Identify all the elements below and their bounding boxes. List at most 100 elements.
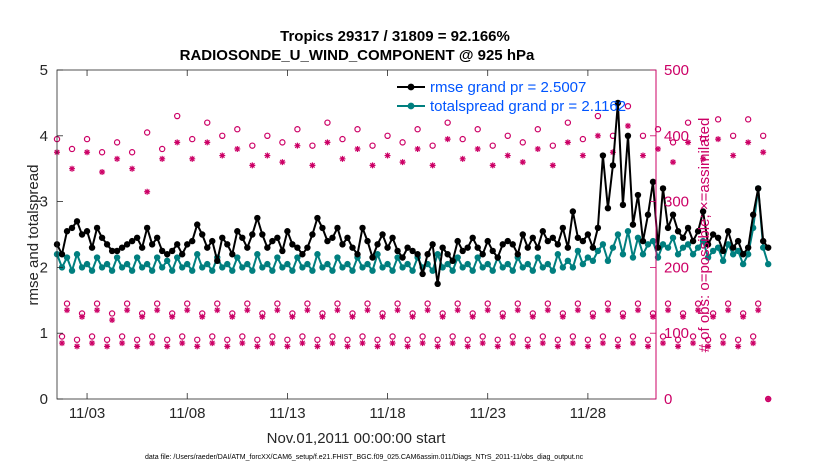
obs-assimilated-point — [609, 149, 616, 156]
obs-assimilated-point — [299, 340, 306, 347]
rmse-point — [73, 218, 81, 225]
obs-possible-point — [454, 300, 461, 307]
obs-possible-point — [194, 336, 201, 343]
obs-assimilated-point — [289, 313, 296, 320]
rmse-point — [529, 234, 536, 241]
totalspread-point — [123, 260, 131, 268]
obs-possible-point — [244, 300, 251, 307]
totalspread-point — [379, 264, 386, 271]
obs-assimilated-point — [760, 149, 767, 156]
totalspread-point — [549, 267, 557, 274]
y-tick-label: 1 — [40, 325, 48, 342]
rmse-point — [469, 234, 476, 241]
obs-possible-point — [464, 336, 471, 343]
totalspread-point — [629, 254, 637, 261]
totalspread-point — [319, 264, 326, 271]
totalspread-point — [459, 264, 466, 271]
rmse-point — [744, 244, 752, 251]
rmse-point — [494, 254, 501, 261]
rmse-point — [489, 247, 496, 255]
obs-possible-point — [514, 300, 521, 307]
obs-possible-point — [574, 300, 582, 307]
totalspread-point — [464, 260, 471, 268]
rmse-point — [138, 244, 146, 251]
totalspread-point — [359, 264, 366, 271]
obs-assimilated-point — [424, 307, 431, 314]
rmse-point — [439, 244, 446, 251]
x-tick-label: 11/23 — [470, 405, 506, 422]
rmse-point — [384, 244, 391, 251]
obs-assimilated-point — [665, 307, 672, 314]
series-layer — [53, 99, 772, 403]
rmse-point — [544, 237, 552, 245]
rmse-point — [319, 224, 326, 232]
obs-assimilated-point — [294, 142, 301, 149]
rmse-point — [514, 251, 521, 258]
rmse-point — [434, 280, 441, 288]
obs-possible-point — [569, 333, 577, 340]
rmse-point — [414, 251, 421, 258]
obs-possible-point — [163, 336, 171, 343]
obs-assimilated-point — [599, 340, 606, 347]
totalspread-point — [63, 254, 71, 261]
totalspread-point — [449, 267, 456, 274]
obs-assimilated-point — [454, 307, 461, 314]
obs-assimilated-point — [229, 313, 236, 320]
rmse-point — [474, 244, 481, 251]
obs-possible-point — [384, 132, 391, 139]
rmse-point — [659, 185, 667, 192]
obs-possible-point — [249, 142, 256, 149]
y-tick-label-right: 400 — [664, 128, 689, 145]
obs-assimilated-point — [710, 313, 717, 320]
obs-assimilated-point — [584, 343, 591, 350]
obs-possible-point — [699, 135, 707, 143]
obs-assimilated-point — [199, 313, 206, 320]
obs-assimilated-point — [354, 145, 361, 152]
obs-assimilated-point — [434, 343, 441, 350]
obs-possible-point — [404, 336, 411, 343]
obs-assimilated-point — [745, 139, 752, 146]
obs-possible-point — [599, 333, 607, 340]
obs-possible-point — [579, 135, 587, 143]
obs-assimilated-point — [169, 313, 176, 320]
obs-possible-point — [304, 300, 311, 307]
obs-assimilated-point — [274, 307, 281, 314]
obs-assimilated-point — [735, 343, 742, 350]
obs-assimilated-point — [529, 313, 536, 320]
totalspread-point — [113, 254, 121, 261]
rmse-point — [389, 234, 396, 241]
obs-assimilated-point — [249, 162, 256, 169]
obs-possible-point — [309, 142, 316, 149]
obs-possible-point — [284, 336, 291, 343]
obs-assimilated-point — [349, 313, 356, 320]
obs-possible-point — [444, 119, 451, 126]
totalspread-point — [374, 251, 381, 258]
obs-possible-point — [128, 149, 136, 156]
obs-assimilated-point — [705, 343, 712, 350]
y-tick-label: 3 — [40, 194, 48, 211]
obs-assimilated-point — [439, 313, 446, 320]
rmse-point — [294, 244, 301, 251]
totalspread-point — [744, 251, 752, 258]
rmse-point — [519, 231, 526, 238]
obs-possible-point — [749, 333, 757, 340]
obs-possible-point — [329, 333, 336, 340]
totalspread-point — [224, 260, 231, 268]
rmse-point — [234, 228, 241, 235]
chart-subtitle: RADIOSONDE_U_WIND_COMPONENT @ 925 hPa — [180, 47, 535, 64]
obs-assimilated-point — [174, 139, 181, 146]
obs-assimilated-point — [690, 340, 697, 347]
rmse-point — [554, 241, 562, 248]
totalspread-point — [314, 251, 321, 258]
obs-assimilated-point — [154, 307, 161, 314]
totalspread-point — [714, 244, 722, 251]
obs-assimilated-point — [765, 396, 772, 402]
totalspread-point — [349, 267, 356, 274]
rmse-point — [399, 254, 406, 261]
totalspread-point — [324, 260, 331, 268]
totalspread-point — [174, 254, 181, 261]
obs-assimilated-point — [134, 343, 141, 350]
totalspread-point — [669, 234, 677, 241]
obs-possible-point — [489, 142, 496, 149]
totalspread-point — [634, 234, 642, 241]
